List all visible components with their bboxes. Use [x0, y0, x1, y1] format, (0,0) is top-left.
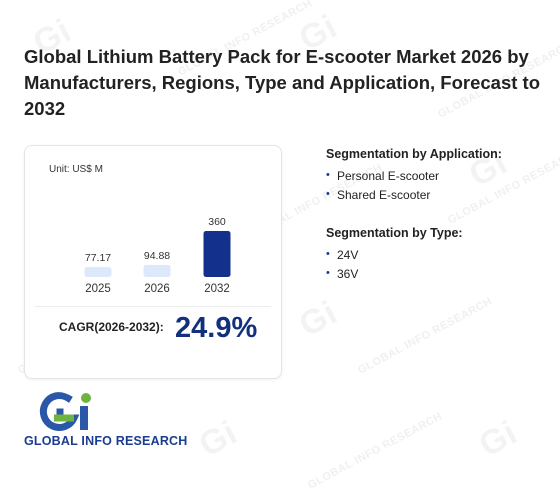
category-label-2026: 2026 [144, 283, 170, 295]
segmentation-application-list: Personal E-scooter Shared E-scooter [326, 169, 502, 202]
watermark-logo: Gi [473, 413, 524, 465]
cagr-value: 24.9% [175, 312, 258, 344]
category-label-2032: 2032 [204, 283, 230, 295]
bar-chart: 77.17 2025 94.88 2026 360 2032 [84, 216, 231, 295]
logo-text: GLOBAL INFO RESEARCH [24, 434, 188, 448]
watermark-logo: Gi [193, 413, 244, 465]
segmentation-type-title: Segmentation by Type: [326, 226, 463, 240]
market-size-card: Unit: US$ M 77.17 2025 94.88 2026 360 2032 CA… [24, 145, 282, 379]
card-divider [35, 306, 271, 307]
segmentation-application: Segmentation by Application: Personal E-… [326, 147, 502, 207]
bar-2026 [143, 264, 171, 277]
bar-2032 [203, 231, 231, 277]
gi-logo-icon [39, 392, 91, 431]
bar-2025 [84, 267, 112, 277]
value-label-2025: 77.17 [85, 252, 111, 264]
value-label-2032: 360 [208, 216, 226, 228]
watermark-text: GLOBAL INFO RESEARCH [305, 410, 445, 492]
watermark-text: GLOBAL INFO RESEARCH [355, 295, 495, 377]
value-label-2026: 94.88 [144, 250, 170, 262]
cagr-label: CAGR(2026-2032): [59, 320, 164, 334]
list-item: 24V [326, 248, 463, 262]
list-item: Personal E-scooter [326, 169, 502, 183]
segmentation-type: Segmentation by Type: 24V 36V [326, 226, 463, 286]
segmentation-type-list: 24V 36V [326, 248, 463, 281]
category-label-2025: 2025 [85, 283, 111, 295]
watermark-logo: Gi [293, 293, 344, 345]
unit-label: Unit: US$ M [49, 164, 103, 175]
page-title: Global Lithium Battery Pack for E-scoote… [24, 46, 541, 119]
list-item: 36V [326, 267, 463, 281]
list-item: Shared E-scooter [326, 188, 502, 202]
segmentation-application-title: Segmentation by Application: [326, 147, 502, 161]
